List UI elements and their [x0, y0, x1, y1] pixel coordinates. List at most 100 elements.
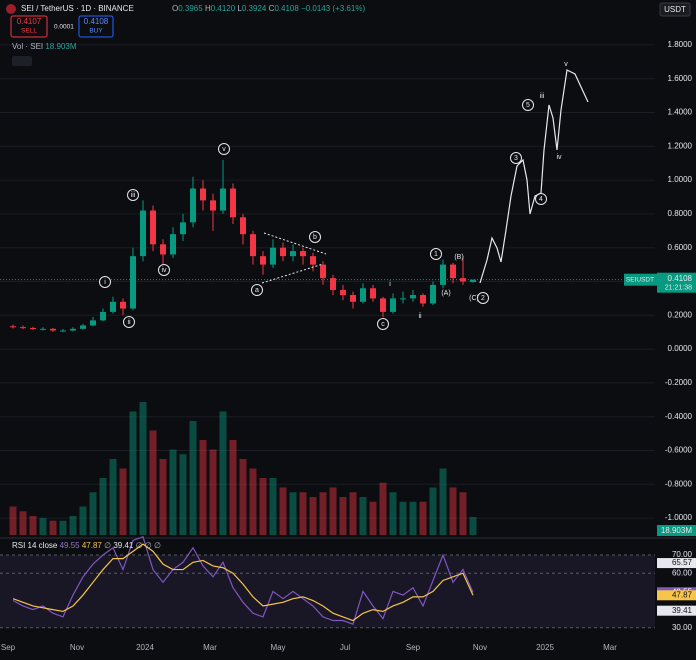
y-tick-label: -0.8000 — [665, 479, 693, 488]
candle-body — [360, 288, 366, 302]
na: ∅ — [154, 541, 161, 550]
rsi-tick-label: 60.00 — [672, 568, 693, 577]
candle-body — [190, 188, 196, 223]
candle-body — [470, 279, 476, 283]
volume-bar — [299, 492, 307, 535]
candle-body — [220, 188, 226, 211]
x-tick-label: Mar — [603, 643, 617, 652]
symbol-label: SEIUSDT — [626, 276, 654, 283]
volume-bar — [449, 487, 457, 535]
volume-bar — [459, 492, 467, 535]
triangle-line — [261, 263, 324, 284]
x-tick-label: Jul — [340, 643, 350, 652]
volume-bar — [259, 478, 267, 535]
candle-body — [270, 247, 276, 265]
wave-label: 3 — [514, 155, 518, 162]
wave-label: iii — [131, 192, 136, 199]
symbol: SEI / TetherUS · 1D · BINANCE — [21, 4, 134, 13]
buy-label: BUY — [89, 28, 103, 35]
wave-circle — [477, 292, 489, 304]
time-axis: Sep Nov 2024 Mar May Jul Sep Nov 2025 Mar — [1, 643, 617, 652]
currency-button[interactable] — [659, 2, 691, 17]
volume-bar — [409, 501, 417, 535]
ohlc-value: 0.4120 — [211, 4, 236, 13]
buy-button[interactable] — [78, 15, 114, 38]
ohlc-value: 0.3924 — [242, 4, 267, 13]
ohlc-key: C — [269, 4, 275, 13]
volume-bar — [139, 402, 147, 535]
x-tick-label: Sep — [1, 643, 16, 652]
volume-bar — [19, 511, 27, 535]
rsi-band — [0, 555, 655, 628]
volume-bar — [309, 497, 317, 535]
candle-body — [100, 311, 106, 321]
volume-bar — [69, 516, 77, 535]
band-badge — [657, 558, 696, 569]
candle-body — [110, 301, 116, 312]
band-badge-label: 39.41 — [672, 606, 693, 615]
candle-body — [150, 210, 156, 245]
volume-title: Vol · SEI — [12, 42, 43, 51]
candle-body — [380, 298, 386, 312]
candle-body — [320, 264, 326, 279]
rsi-tick-label: 70.00 — [672, 550, 693, 559]
volume-bar — [359, 497, 367, 535]
rsi-tick-label: 30.00 — [672, 623, 693, 632]
x-tick-label: Mar — [203, 643, 217, 652]
wave-circle — [522, 99, 534, 111]
candle-body — [250, 234, 256, 257]
wave-label: iv — [556, 154, 562, 161]
volume-bar — [239, 459, 247, 535]
volume-bar — [229, 440, 237, 535]
candle-body — [350, 295, 356, 302]
sell-button[interactable] — [10, 15, 48, 38]
volume-bar — [79, 506, 87, 535]
wave-circle — [99, 276, 111, 288]
candle-body — [210, 200, 216, 211]
change: −0.0143 (+3.61%) — [301, 4, 365, 13]
volume-bar — [109, 459, 117, 535]
wave-label: i — [389, 281, 391, 288]
price-badge — [657, 272, 696, 293]
candle-body — [240, 217, 246, 235]
volume-bar — [339, 497, 347, 535]
wave-label: 1 — [434, 251, 438, 258]
candle-body — [430, 284, 436, 304]
candle-body — [160, 244, 166, 255]
ohlc-value: 0.3965 — [178, 4, 203, 13]
candle-body — [370, 288, 376, 299]
x-tick-label: May — [270, 643, 285, 652]
candle-body — [310, 256, 316, 265]
y-tick-label: 0.2000 — [668, 310, 693, 319]
volume-bar — [249, 468, 257, 535]
x-tick-label: Nov — [70, 643, 84, 652]
x-tick-label: Sep — [406, 643, 421, 652]
volume-last: 18.903M — [45, 42, 76, 51]
band-value: 39.41 — [113, 541, 134, 550]
wave-label: 2 — [481, 295, 485, 302]
volume-bar — [179, 454, 187, 535]
rsi-badge — [657, 590, 696, 601]
volume-bar — [399, 501, 407, 535]
wave-label: a — [255, 287, 259, 294]
band-badge — [657, 605, 696, 616]
ohlc-key: O — [172, 4, 178, 13]
collapse-button[interactable] — [12, 56, 32, 66]
volume-bar — [269, 478, 277, 535]
volume-bar — [419, 501, 427, 535]
y-tick-label: -1.0000 — [665, 513, 693, 522]
volume-bar — [429, 487, 437, 535]
wave-label: 4 — [539, 196, 543, 203]
volume-bar — [199, 440, 207, 535]
na: ∅ — [104, 541, 111, 550]
wave-circle — [377, 318, 389, 330]
candle-body — [60, 330, 66, 332]
candle-body — [260, 256, 266, 265]
wave-label: c — [381, 321, 385, 328]
ohlc: O0.3965 H0.4120 L0.3924 C0.4108 −0.0143 … — [172, 4, 365, 13]
candle-body — [40, 328, 46, 330]
y-tick-label: 1.4000 — [668, 108, 693, 117]
triangle-line — [263, 232, 327, 255]
